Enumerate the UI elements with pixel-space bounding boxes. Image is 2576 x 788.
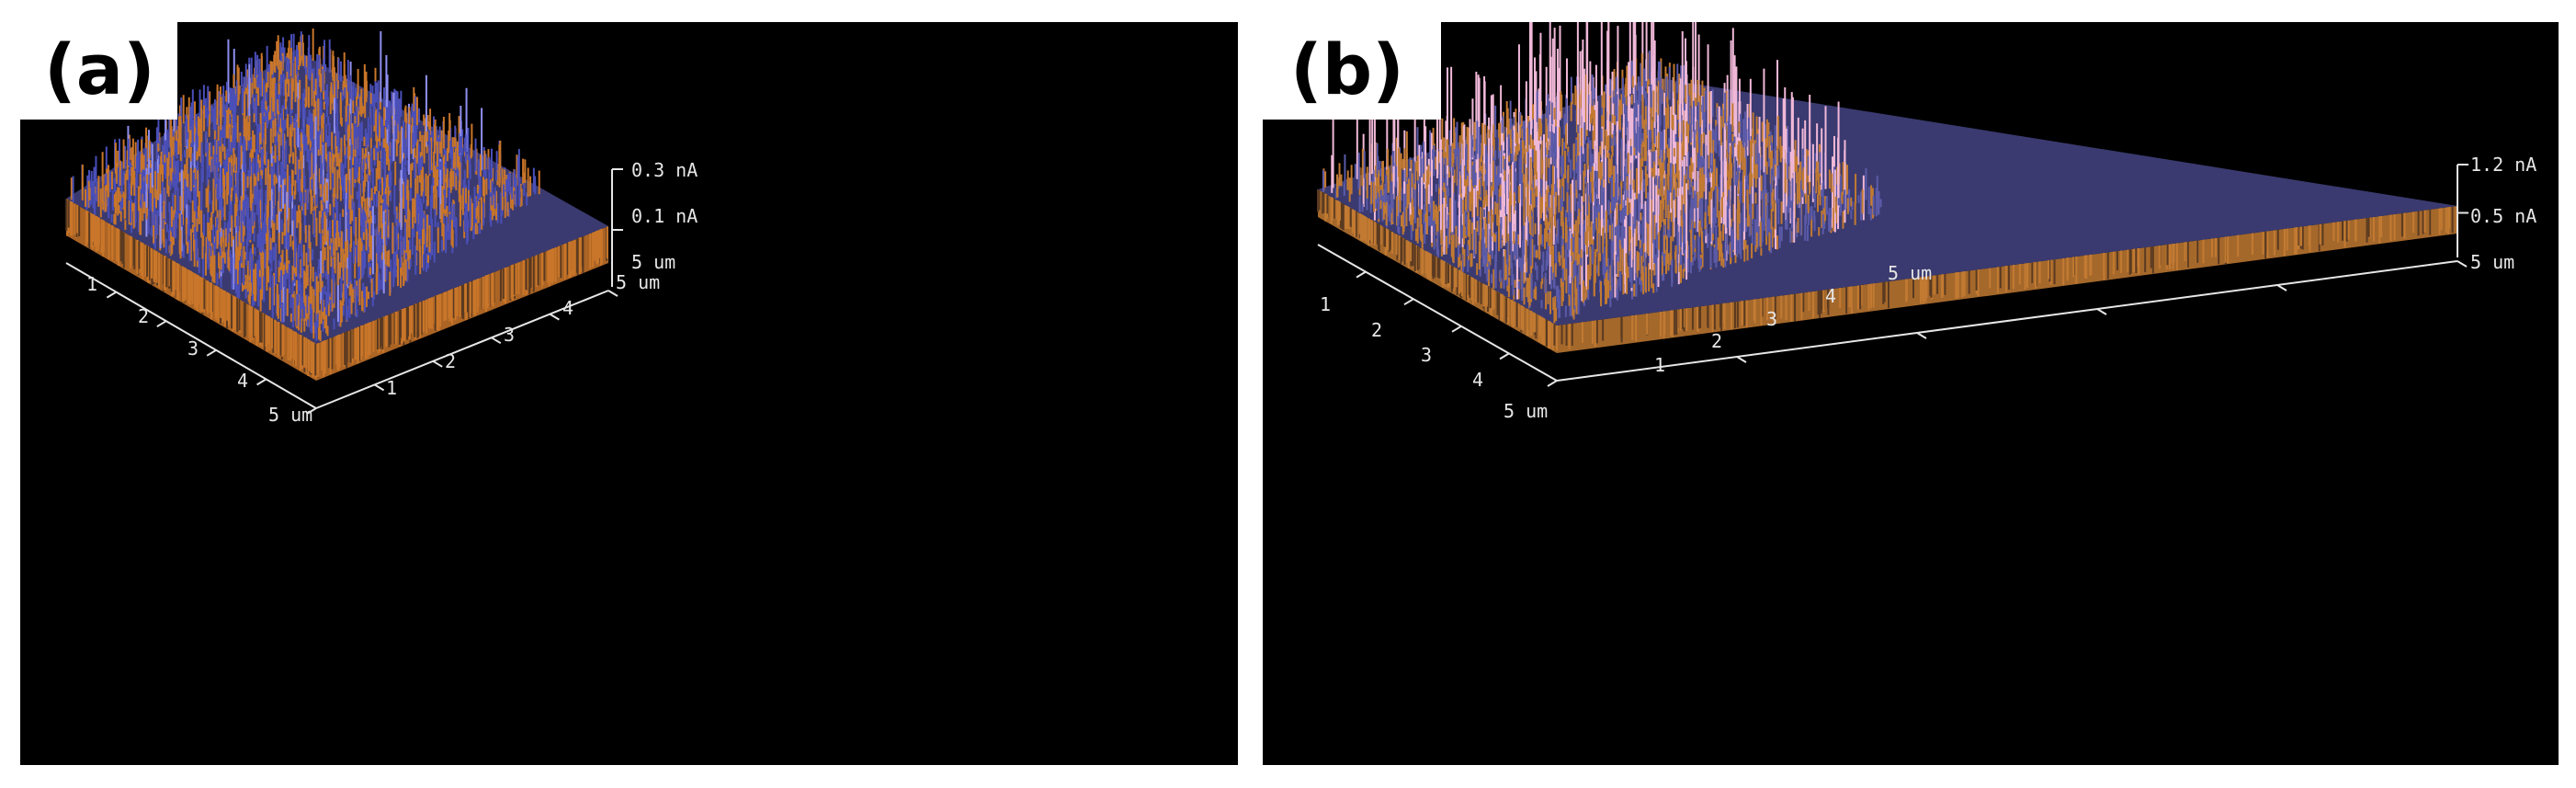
y-tick-a-5: 5 um <box>616 271 660 293</box>
x-axis-tick <box>256 378 267 386</box>
labels-b: 1.2 nA 0.5 nA 5 um 1 2 3 4 5 um 1 2 3 4 … <box>1320 154 2536 422</box>
y-axis-tick <box>2096 308 2107 315</box>
x-tick-b-5: 5 um <box>1504 400 1548 422</box>
x-tick-b-3: 3 <box>1421 344 1432 366</box>
x-tick-b-2: 2 <box>1371 319 1382 341</box>
y-axis-tick <box>2276 284 2287 291</box>
y-axis-tick <box>2457 260 2468 268</box>
x-tick-a-4: 4 <box>237 370 248 392</box>
x-axis-tick <box>206 348 217 357</box>
y-axis-tick <box>607 290 618 297</box>
z-scale-top-b: 1.2 nA <box>2470 154 2536 176</box>
y-axis-tick <box>549 313 560 321</box>
y-tick-b-4: 4 <box>1825 285 1836 307</box>
x-tick-a-5: 5 um <box>268 404 312 426</box>
x-axis-tick <box>1499 352 1510 360</box>
y-tick-a-3: 3 <box>504 324 515 346</box>
y-axis-tick <box>1916 332 1927 339</box>
panel-label-a: (a) <box>20 22 177 120</box>
y-tick-b-2: 2 <box>1711 330 1722 352</box>
afm-3d-surface-b: 1.2 nA 0.5 nA 5 um 1 2 3 4 5 um 1 2 3 4 … <box>1317 22 2536 422</box>
x-axis-tick <box>1451 325 1462 333</box>
x-axis-tick <box>156 320 167 328</box>
y-axis-line <box>315 290 609 409</box>
x-axis-tick <box>1547 380 1558 387</box>
x-tick-a-3: 3 <box>187 337 199 360</box>
panel-label-b: (b) <box>1263 22 1441 120</box>
y-axis-line <box>1556 260 2458 382</box>
y-tick-b-5: 5 um <box>1888 262 1932 284</box>
x-axis-tick <box>1403 298 1414 306</box>
y-tick-a-4: 4 <box>562 297 573 319</box>
z-corner-a: 5 um <box>631 251 675 273</box>
axes-b <box>1317 164 2468 387</box>
surface-a <box>65 29 608 381</box>
labels-a: 0.3 nA 0.1 nA 5 um 1 2 3 4 5 um 1 2 3 4 … <box>86 159 698 426</box>
x-axis-line <box>1317 244 1558 382</box>
x-axis-line <box>65 262 317 409</box>
y-axis-tick <box>491 337 502 345</box>
x-tick-b-1: 1 <box>1320 293 1331 315</box>
y-tick-a-2: 2 <box>445 350 456 372</box>
afm-3d-surface-a: 0.3 nA 0.1 nA 5 um 1 2 3 4 5 um 1 2 3 4 … <box>65 29 698 426</box>
x-axis-tick <box>106 291 117 299</box>
z-scale-mid-b: 0.5 nA <box>2470 205 2536 227</box>
x-axis-tick <box>306 407 317 415</box>
y-axis-tick <box>1736 356 1747 363</box>
z-scale-top-a: 0.3 nA <box>631 159 698 181</box>
afm-panel-b: (b) 1.2 nA 0.5 nA 5 um 1 2 3 4 5 um 1 2 … <box>1263 22 2559 765</box>
y-axis-tick <box>432 360 443 368</box>
y-tick-b-1: 1 <box>1654 354 1665 376</box>
x-tick-a-2: 2 <box>138 305 149 327</box>
x-tick-a-1: 1 <box>86 273 97 295</box>
z-scale-mid-a: 0.1 nA <box>631 205 698 227</box>
afm-panel-a: (a) 0.3 nA 0.1 nA 5 um 1 2 3 4 5 um 1 2 … <box>20 22 1238 765</box>
surface-b <box>1317 22 2458 353</box>
z-corner-b: 5 um <box>2470 251 2514 273</box>
y-tick-a-1: 1 <box>386 377 397 399</box>
axes-a <box>65 168 623 415</box>
y-axis-tick <box>374 383 385 392</box>
x-axis-tick <box>1356 270 1367 279</box>
y-tick-b-3: 3 <box>1766 308 1777 330</box>
x-tick-b-4: 4 <box>1472 369 1483 391</box>
